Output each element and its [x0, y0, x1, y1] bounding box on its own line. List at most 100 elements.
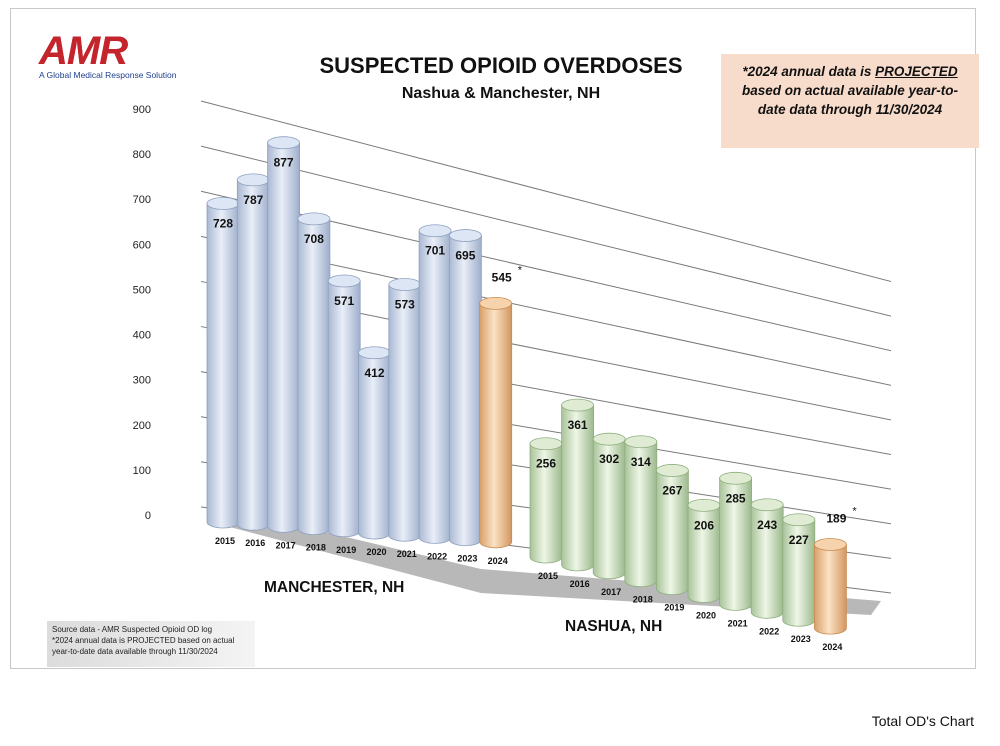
- projected-marker: *: [852, 505, 857, 517]
- data-label: 314: [631, 455, 651, 469]
- data-label: 787: [243, 193, 263, 207]
- bar-top: [782, 513, 816, 527]
- x-tick-label: 2022: [759, 626, 779, 636]
- y-tick-label: 400: [133, 330, 151, 342]
- x-tick-label: 2020: [366, 547, 386, 557]
- data-label: 571: [334, 294, 354, 308]
- data-label: 701: [425, 244, 445, 258]
- group-label-manchester: MANCHESTER, NH: [264, 579, 405, 596]
- gridline: [200, 100, 892, 282]
- x-tick-label: 2019: [664, 603, 684, 613]
- slide-frame: 0 100 200 300 400 500 600 700 800 900 728 2015 787 20…: [10, 8, 979, 669]
- y-tick-label: 300: [133, 375, 151, 387]
- bar-top: [561, 398, 594, 412]
- data-label: 302: [599, 452, 619, 466]
- data-label: 545: [492, 270, 512, 284]
- x-tick-label: 2016: [570, 579, 590, 589]
- source-line-1: Source data - AMR Suspected Opioid OD lo…: [52, 625, 213, 634]
- source-line-2: *2024 annual data is PROJECTED based on …: [52, 636, 235, 656]
- x-tick-label: 2018: [306, 543, 326, 553]
- y-tick-label: 500: [133, 284, 151, 296]
- y-tick-label: 600: [133, 239, 151, 251]
- y-tick-label: 700: [133, 194, 151, 206]
- bar: [449, 235, 482, 546]
- gridline: [200, 145, 892, 317]
- x-tick-label: 2024: [488, 556, 508, 566]
- chart-title: SUSPECTED OPIOID OVERDOSES: [319, 53, 683, 78]
- x-tick-label: 2022: [427, 551, 447, 561]
- x-tick-label: 2023: [457, 554, 477, 564]
- source-note: Source data - AMR Suspected Opioid OD lo…: [47, 621, 255, 667]
- data-label: 189: [826, 511, 846, 525]
- bar-top: [719, 471, 752, 485]
- logo-word: AMR: [39, 29, 128, 73]
- bar-top: [358, 346, 391, 360]
- note-prefix: *2024 annual data is: [742, 64, 876, 79]
- x-tick-label: 2020: [696, 611, 716, 621]
- bar: [327, 280, 361, 538]
- x-tick-label: 2021: [728, 618, 748, 628]
- bar: [206, 203, 240, 529]
- chart-subtitle: Nashua & Manchester, NH: [401, 85, 601, 102]
- group-label-nashua: NASHUA, NH: [565, 618, 663, 635]
- bar: [267, 142, 300, 533]
- x-tick-label: 2015: [538, 571, 558, 581]
- bar-chart: 0 100 200 300 400 500 600 700 800 900 728 2015 787 20…: [133, 100, 892, 652]
- x-tick-label: 2017: [601, 587, 621, 597]
- x-tick-label: 2018: [633, 595, 653, 605]
- bar: [418, 230, 452, 544]
- x-tick-label: 2021: [397, 549, 417, 559]
- data-label: 285: [726, 491, 746, 505]
- bar: [297, 218, 331, 535]
- amr-logo: AMR A Global Medical Response Solution: [39, 29, 189, 80]
- x-tick-label: 2024: [822, 642, 842, 652]
- bar-top: [297, 212, 331, 226]
- data-label: 361: [568, 418, 588, 432]
- bar: [236, 179, 270, 531]
- bar-top: [267, 136, 301, 150]
- y-tick-label: 800: [133, 149, 151, 161]
- bar-top: [750, 498, 784, 512]
- note-suffix: based on actual available year-to-date d…: [741, 83, 959, 117]
- bar-top: [529, 437, 563, 451]
- bar-top: [236, 173, 270, 187]
- bar-top: [327, 274, 361, 288]
- y-tick-label: 100: [133, 465, 151, 477]
- data-label: 256: [536, 457, 556, 471]
- data-label: 728: [213, 217, 233, 231]
- projection-note: *2024 annual data is PROJECTED based on …: [721, 54, 979, 148]
- bar: [388, 284, 422, 542]
- bar-top: [448, 229, 482, 242]
- bar-top: [388, 278, 422, 291]
- y-tick-label: 200: [133, 420, 151, 432]
- data-label: 227: [789, 533, 809, 547]
- y-tick-label: 900: [133, 104, 151, 116]
- x-tick-label: 2023: [791, 634, 811, 644]
- bar: [358, 352, 391, 540]
- bar-top: [814, 538, 847, 551]
- bar-top: [592, 432, 626, 446]
- data-label: 877: [274, 156, 294, 170]
- x-tick-label: 2019: [336, 545, 356, 555]
- series-group: 256 2015 361 2016 302 2017 314 2018 267 2019 206 20…: [529, 398, 857, 652]
- y-tick-label: 0: [145, 510, 151, 522]
- projected-marker: *: [518, 264, 523, 276]
- bar-top: [479, 296, 513, 310]
- logo-tagline: A Global Medical Response Solution: [39, 70, 177, 80]
- x-tick-label: 2015: [215, 536, 235, 546]
- bar-top: [418, 224, 452, 238]
- data-label: 267: [662, 483, 682, 497]
- note-emphasis: PROJECTED: [875, 64, 958, 79]
- bar-top: [624, 435, 658, 449]
- data-label: 708: [304, 232, 324, 246]
- series-group: 728 2015 787 2016 877 2017 708 2018 571 2019 412 20…: [206, 136, 523, 566]
- bar: [814, 544, 847, 635]
- bar-top: [687, 498, 721, 512]
- data-label: 412: [364, 366, 384, 380]
- x-tick-label: 2017: [276, 540, 296, 550]
- data-label: 243: [757, 518, 777, 532]
- data-label: 206: [694, 518, 714, 532]
- bar-top: [206, 197, 240, 210]
- data-label: 573: [395, 298, 415, 312]
- bar-top: [656, 464, 689, 477]
